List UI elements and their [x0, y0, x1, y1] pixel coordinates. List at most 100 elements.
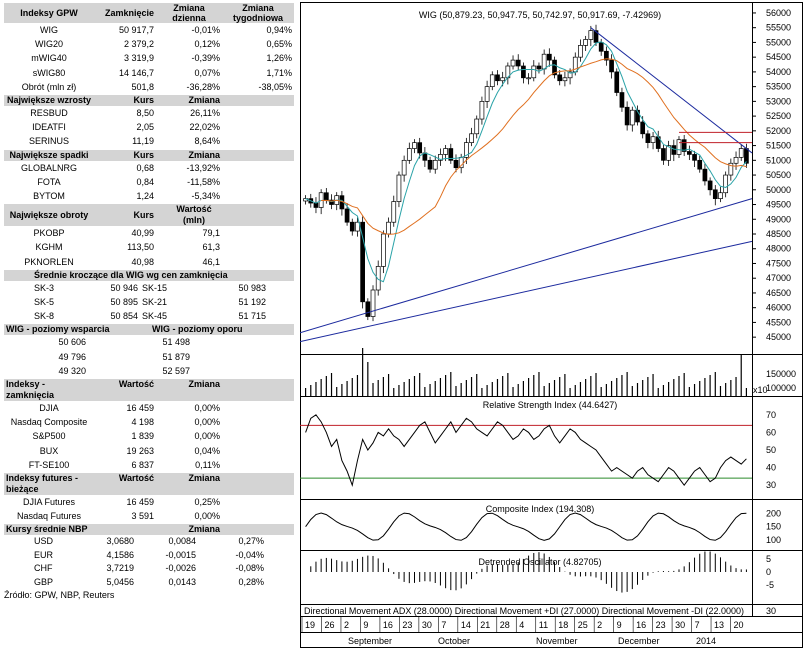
source-note: Źródło: GPW, NBP, Reuters: [4, 590, 115, 601]
price-tick-label: 48000: [766, 244, 791, 254]
fx-cell: 0,0084: [168, 536, 196, 547]
loser-row: BYTOM 1,24 -5,34%: [4, 189, 294, 203]
world-index-row: DJIA 16 459 0,00%: [4, 401, 294, 415]
adx-panel: 30 Directional Movement ADX (28.0000) Dir…: [304, 606, 776, 616]
price-tick-label: 47000: [766, 273, 791, 283]
x-day-label: 18: [558, 620, 568, 630]
price-tick-label: 55000: [766, 37, 791, 47]
price-tick-label: 55500: [766, 23, 791, 33]
loser-cell: -5,34%: [191, 191, 220, 202]
x-month-label: 2014: [696, 636, 716, 646]
world-index-cell: 19 263: [126, 445, 154, 456]
x-day-label: 7: [441, 620, 446, 630]
price-tick-label: 54500: [766, 52, 791, 62]
world-index-cell: FT-SE100: [28, 459, 70, 470]
world-index-row: S&P500 1 839 0,00%: [4, 429, 294, 443]
gainer-cell: SERINUS: [28, 136, 69, 147]
index-cell: WIG20: [34, 39, 63, 50]
candle-body: [707, 180, 713, 191]
world-index-cell: 16 459: [126, 403, 154, 414]
price-tick-label: 53000: [766, 96, 791, 106]
fx-cell: -0,0026: [165, 563, 196, 574]
composite-tick-label: 200: [766, 509, 781, 519]
candle-body: [692, 154, 697, 161]
candle-body: [510, 59, 516, 67]
dpo-panel: -5 0 5 Detrended Oscillator (4.82705): [310, 551, 774, 593]
gainers-table: RESBUD 8,50 26,11% IDEATFI 2,05 22,02% SERINUS…: [4, 106, 294, 149]
candle-body: [604, 50, 609, 61]
loser-cell: GLOBALNRG: [20, 162, 78, 173]
candle-body: [546, 53, 552, 61]
fx-row: USD 3,0680 0,0084 0,27%: [4, 535, 294, 549]
turnover-row: PKNORLEN 40,98 46,1: [4, 255, 294, 269]
candle-body: [365, 301, 371, 317]
index-row: WIG20 2 379,2 0,12% 0,65%: [4, 37, 294, 51]
ma-cell: 50 895: [110, 297, 138, 308]
world-index-cell: 0,00%: [194, 403, 220, 414]
x-day-label: 2: [344, 620, 349, 630]
gainer-cell: 26,11%: [190, 108, 220, 119]
candle-body: [619, 92, 625, 108]
gainer-cell: RESBUD: [30, 108, 68, 119]
candle-body: [406, 148, 412, 161]
candle-body: [323, 192, 329, 201]
ma-cell: SK-3: [34, 282, 55, 293]
dpo-tick-label: 0: [766, 567, 771, 577]
fx-row: EUR 4,1586 -0,0015 -0,04%: [4, 549, 294, 563]
x-day-label: 4: [519, 620, 524, 630]
world-index-row: BUX 19 263 0,04%: [4, 444, 294, 458]
gainer-row: SERINUS 11,19 8,64%: [4, 134, 294, 148]
world-index-row: Nasdaq Composite 4 198 0,00%: [4, 415, 294, 429]
turnover-row: PKOBP 40,99 79,1: [4, 226, 294, 240]
candle-body: [427, 159, 433, 170]
candle-body: [464, 142, 469, 158]
candle-body: [438, 154, 443, 161]
future-row: DJIA Futures 16 459 0,25%: [4, 495, 294, 509]
candle-body: [728, 162, 734, 176]
x-day-label: 30: [675, 620, 685, 630]
rsi-line: [305, 414, 747, 488]
candle-body: [723, 174, 729, 194]
turnover-cell: PKNORLEN: [24, 256, 74, 267]
rsi-panel: 30 40 50 60 70 Relative Strength Index (44.64…: [300, 400, 776, 490]
future-row: Nasdaq Futures 3 591 0,00%: [4, 509, 294, 523]
ma-long-line: [321, 58, 747, 235]
composite-title: Composite Index (194.308): [486, 504, 595, 514]
market-summary-tables: Indeksy GPW Zamknięcie Zmiana dzienna Zm…: [4, 2, 294, 600]
world-index-cell: 4 198: [131, 417, 154, 428]
index-cell: WIG: [40, 25, 58, 35]
world-indices-table: DJIA 16 459 0,00% Nasdaq Composite 4 198 0,00…: [4, 401, 294, 472]
chart-frame: [300, 2, 803, 648]
candle-body: [453, 159, 459, 169]
index-cell: Obrót (mln zł): [21, 81, 77, 92]
index-cell: 1,71%: [266, 67, 292, 78]
losers-table: GLOBALNRG 0,68 -13,92% FOTA 0,84 -11,58% BYTOM…: [4, 161, 294, 204]
candle-body: [531, 65, 537, 79]
index-cell: -0,39%: [191, 53, 220, 64]
rsi-tick-label: 30: [766, 480, 776, 490]
support-level: 50 606: [58, 337, 86, 348]
index-cell: sWIG80: [32, 67, 66, 78]
world-index-cell: DJIA: [39, 403, 59, 414]
candle-body: [562, 77, 568, 82]
price-panel: 45000 45500 46000 46500 47000 47500 48000 48500…: [300, 8, 791, 342]
turnover-row: KGHM 113,50 61,3: [4, 240, 294, 254]
index-cell: 2 379,2: [123, 39, 154, 50]
candle-body: [391, 201, 397, 223]
candle-body: [697, 159, 703, 170]
fx-cell: CHF: [34, 563, 53, 574]
candle-body: [515, 59, 521, 67]
candle-body: [355, 221, 360, 232]
index-row: WIG 50 917,7 -0,01% 0,94%: [4, 23, 294, 37]
loser-cell: -11,58%: [187, 176, 220, 187]
x-day-label: 28: [500, 620, 510, 630]
index-cell: mWIG40: [31, 53, 67, 64]
level-row: 49 320 52 597: [4, 364, 294, 378]
world-index-cell: Nasdaq Composite: [10, 417, 88, 428]
x-axis: 19 26 2 9 16 23 30 7 14 21 28 4 11 18 25 2 9 16 23 30 7 13 20 S…: [300, 616, 803, 646]
world-index-row: FT-SE100 6 837 0,11%: [4, 458, 294, 472]
candle-body: [448, 148, 454, 161]
candle-body: [489, 74, 495, 87]
loser-cell: FOTA: [37, 176, 61, 187]
turnover-cell: PKOBP: [33, 228, 65, 239]
